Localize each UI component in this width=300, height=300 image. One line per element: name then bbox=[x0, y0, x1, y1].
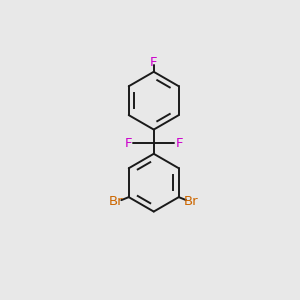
Text: Br: Br bbox=[109, 195, 123, 208]
Text: F: F bbox=[124, 137, 132, 150]
Text: F: F bbox=[150, 56, 158, 69]
Text: Br: Br bbox=[184, 195, 199, 208]
Text: F: F bbox=[176, 137, 183, 150]
